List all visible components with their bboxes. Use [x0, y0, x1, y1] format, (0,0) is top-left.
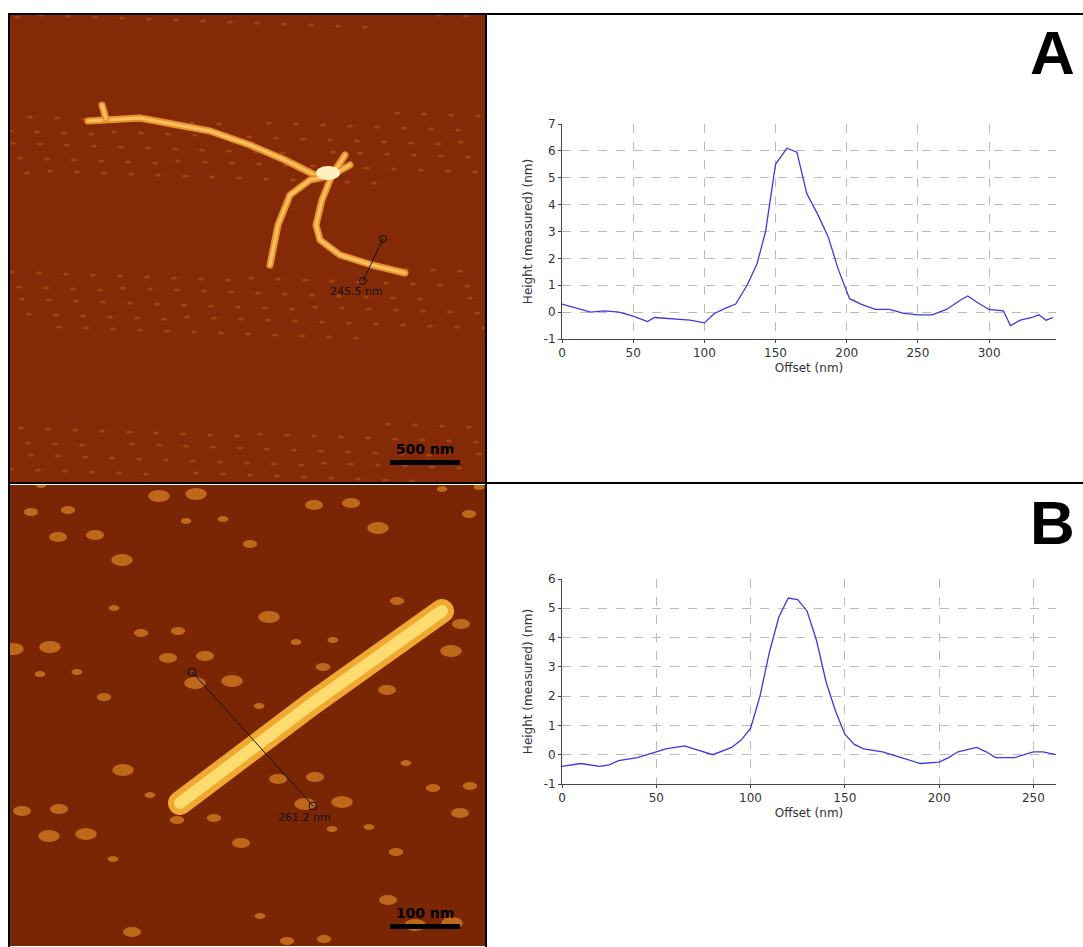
- svg-text:0: 0: [548, 748, 556, 762]
- svg-text:7: 7: [548, 117, 556, 131]
- svg-text:261.2 nm: 261.2 nm: [278, 811, 331, 824]
- svg-text:300: 300: [978, 346, 1001, 360]
- svg-text:0: 0: [558, 346, 566, 360]
- svg-text:0: 0: [558, 791, 566, 805]
- svg-text:100 nm: 100 nm: [396, 905, 455, 921]
- svg-text:5: 5: [548, 171, 556, 185]
- svg-text:0: 0: [548, 305, 556, 319]
- svg-text:50: 50: [649, 791, 664, 805]
- svg-text:245.5 nm: 245.5 nm: [330, 285, 383, 298]
- svg-text:6: 6: [548, 572, 556, 586]
- svg-text:-1: -1: [544, 332, 556, 346]
- svg-text:4: 4: [548, 631, 556, 645]
- svg-text:150: 150: [833, 791, 856, 805]
- svg-text:6: 6: [548, 144, 556, 158]
- svg-text:200: 200: [835, 346, 858, 360]
- svg-text:3: 3: [548, 660, 556, 674]
- svg-text:50: 50: [626, 346, 641, 360]
- svg-text:4: 4: [548, 198, 556, 212]
- svg-text:Offset (nm): Offset (nm): [775, 806, 844, 820]
- svg-text:150: 150: [764, 346, 787, 360]
- svg-text:2: 2: [548, 689, 556, 703]
- svg-text:250: 250: [1022, 791, 1045, 805]
- svg-text:100: 100: [693, 346, 716, 360]
- svg-text:1: 1: [548, 719, 556, 733]
- svg-text:Height (measured) (nm): Height (measured) (nm): [521, 609, 535, 754]
- svg-text:100: 100: [739, 791, 762, 805]
- svg-text:Offset (nm): Offset (nm): [775, 361, 844, 375]
- svg-text:-1: -1: [544, 777, 556, 791]
- svg-text:250: 250: [906, 346, 929, 360]
- svg-text:5: 5: [548, 601, 556, 615]
- html-text:B: B: [1030, 488, 1075, 557]
- html-text:A: A: [1030, 18, 1075, 87]
- svg-text:1: 1: [548, 278, 556, 292]
- svg-text:Height (measured) (nm): Height (measured) (nm): [521, 159, 535, 304]
- svg-text:2: 2: [548, 252, 556, 266]
- svg-text:3: 3: [548, 225, 556, 239]
- svg-text:200: 200: [928, 791, 951, 805]
- svg-text:500 nm: 500 nm: [396, 441, 455, 457]
